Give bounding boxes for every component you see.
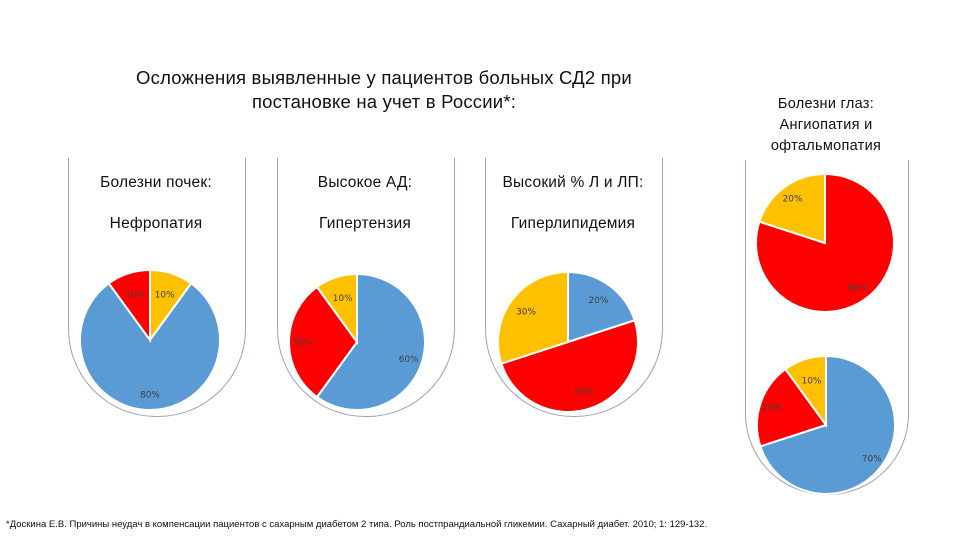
kidney-label-2: Нефропатия	[109, 215, 203, 232]
pie4-slice-0	[759, 354, 896, 495]
pie-chart-hypertension: 60% 30% 10%	[288, 272, 426, 411]
footnote: *Доскина Е.В. Причины неудач в компенсац…	[6, 519, 708, 530]
pie2-label-2: 30%	[516, 308, 536, 318]
hypertension-label-1: Высокое АД:	[317, 174, 413, 191]
pie-chart-kidney: 10% 80% 10%	[79, 268, 221, 411]
lipid-label-1: Высокий % Л и ЛП:	[502, 174, 644, 191]
pie1-slice-0	[315, 272, 426, 411]
pie0-slice-2	[107, 268, 151, 344]
lipid-label-2: Гиперлипидемия	[510, 215, 636, 232]
pie1-label-1: 30%	[293, 338, 313, 348]
pie2-slice-1	[500, 319, 639, 413]
pie2-label-1: 50%	[574, 387, 594, 397]
pie-chart-eye-top: 80% 20%	[755, 172, 895, 313]
pie1-slice-1	[288, 285, 359, 399]
pie0-label-2: 10%	[125, 291, 145, 301]
pie1-slice-2	[315, 272, 358, 346]
pie1-label-0: 60%	[399, 355, 419, 365]
pie4-label-2: 10%	[801, 376, 821, 386]
pie2-slice-2	[497, 270, 569, 365]
pie2-slice-0	[567, 270, 636, 344]
pie4-slice-1	[756, 367, 828, 448]
kidney-label-1: Болезни почек:	[100, 174, 212, 191]
pie4-slice-2	[784, 354, 827, 429]
pie0-slice-1	[79, 281, 221, 411]
pie4-label-0: 70%	[862, 454, 882, 464]
pie0-label-0: 10%	[155, 291, 175, 301]
pie4-label-1: 20%	[762, 404, 782, 414]
pie-chart-lipid: 20% 50% 30%	[497, 270, 639, 413]
pie-chart-eye-bottom: 70% 20% 10%	[756, 354, 896, 495]
pie2-label-0: 20%	[588, 296, 608, 306]
pie3-slice-1	[758, 172, 826, 245]
slide-title: Осложнения выявленные у пациентов больны…	[136, 67, 632, 112]
pie1-label-2: 10%	[333, 294, 353, 304]
eye-label: Болезни глаз: Ангиопатия и офтальмопатия	[770, 96, 882, 154]
pie3-label-0: 80%	[847, 284, 867, 294]
pie0-label-1: 80%	[140, 391, 160, 401]
hypertension-label-2: Гипертензия	[319, 215, 411, 232]
pie3-label-1: 20%	[783, 194, 803, 204]
